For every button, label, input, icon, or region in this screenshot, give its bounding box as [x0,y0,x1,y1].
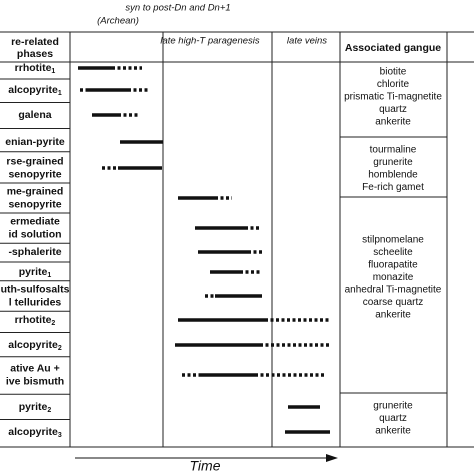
gangue-item: anhedral Ti-magnetite [345,285,442,296]
phase-label: pyrite1 [19,266,52,280]
phase-label: senopyrite [8,198,61,210]
gangue-item: grunerite [373,157,413,168]
phase-name: rrhotite [15,314,52,326]
gangue-item: scheelite [373,247,413,258]
phase-label: l tellurides [9,296,62,308]
gangue-item: quartz [379,413,407,424]
phase-name: senopyrite [8,168,61,180]
phase-name: rrhotite [15,62,52,74]
gangue-item: quartz [379,104,407,115]
phase-name: senopyrite [8,198,61,210]
gangue-item: monazite [373,272,414,283]
gangue-item: ankerite [375,426,411,437]
phase-name: alcopyrite [8,84,58,96]
phase-name: uth-sulfosalts [1,283,70,295]
phase-label: me-grained [7,185,64,197]
phase-name: id solution [8,228,61,240]
phase-name: ative Au + [10,362,60,374]
phase-label: pyrite2 [19,401,52,415]
column-header: Associated gangue [345,42,441,54]
time-arrow [75,454,338,462]
gangue-item: Fe-rich gamet [362,182,424,193]
gangue-item: grunerite [373,401,413,412]
period-title: late high-T paragenesis [160,36,260,47]
phase-label: uth-sulfosalts [1,283,70,295]
gangue-item: biotite [380,67,407,78]
column-header: re-related [11,36,59,48]
phase-name: -sphalerite [8,246,61,258]
phase-name: rse-grained [6,155,63,167]
column-header: phases [17,48,53,60]
phase-label: rrhotite1 [15,62,56,76]
period-title: late veins [287,36,327,47]
gangue-item: homblende [368,170,418,181]
phase-subscript: 1 [51,68,55,75]
phase-name: l tellurides [9,296,62,308]
frame [0,31,474,448]
phase-subscript: 2 [58,345,62,352]
gangue-item: tourmaline [370,145,417,156]
phase-label: alcopyrite2 [8,339,62,353]
phase-subscript: 2 [47,407,51,414]
phase-label: -sphalerite [8,246,61,258]
phase-subscript: 1 [47,272,51,279]
phase-name: ermediate [10,215,60,227]
phase-name: enian-pyrite [5,136,65,148]
phase-label: id solution [8,228,61,240]
phase-label: rrhotite2 [15,314,56,328]
phase-name: me-grained [7,185,64,197]
phase-name: pyrite [19,266,48,278]
gangue-item: coarse quartz [363,297,424,308]
phase-subscript: 1 [58,90,62,97]
phase-label: alcopyrite1 [8,84,62,98]
phase-label: enian-pyrite [5,136,65,148]
phase-name: galena [18,109,51,121]
gangue-item: fluorapatite [368,260,418,271]
axis-label: Time [190,458,221,474]
phase-label: senopyrite [8,168,61,180]
phase-label: ative Au + [10,362,60,374]
gangue-item: ankerite [375,310,411,321]
gangue-item: stilpnomelane [362,235,424,246]
phase-name: ive bismuth [6,375,64,387]
phase-label: alcopyrite3 [8,426,62,440]
phase-label: ive bismuth [6,375,64,387]
phase-name: alcopyrite [8,426,58,438]
gangue-item: prismatic Ti-magnetite [344,92,442,103]
gangue-item: ankerite [375,117,411,128]
period-title: syn to post-Dn and Dn+1 [125,3,230,14]
phase-name: pyrite [19,401,48,413]
phase-name: alcopyrite [8,339,58,351]
phase-label: rse-grained [6,155,63,167]
period-note: (Archean) [97,16,139,27]
phase-subscript: 3 [58,432,62,439]
phase-label: galena [18,109,51,121]
phase-subscript: 2 [51,320,55,327]
phase-label: ermediate [10,215,60,227]
gangue-item: chlorite [377,79,410,90]
